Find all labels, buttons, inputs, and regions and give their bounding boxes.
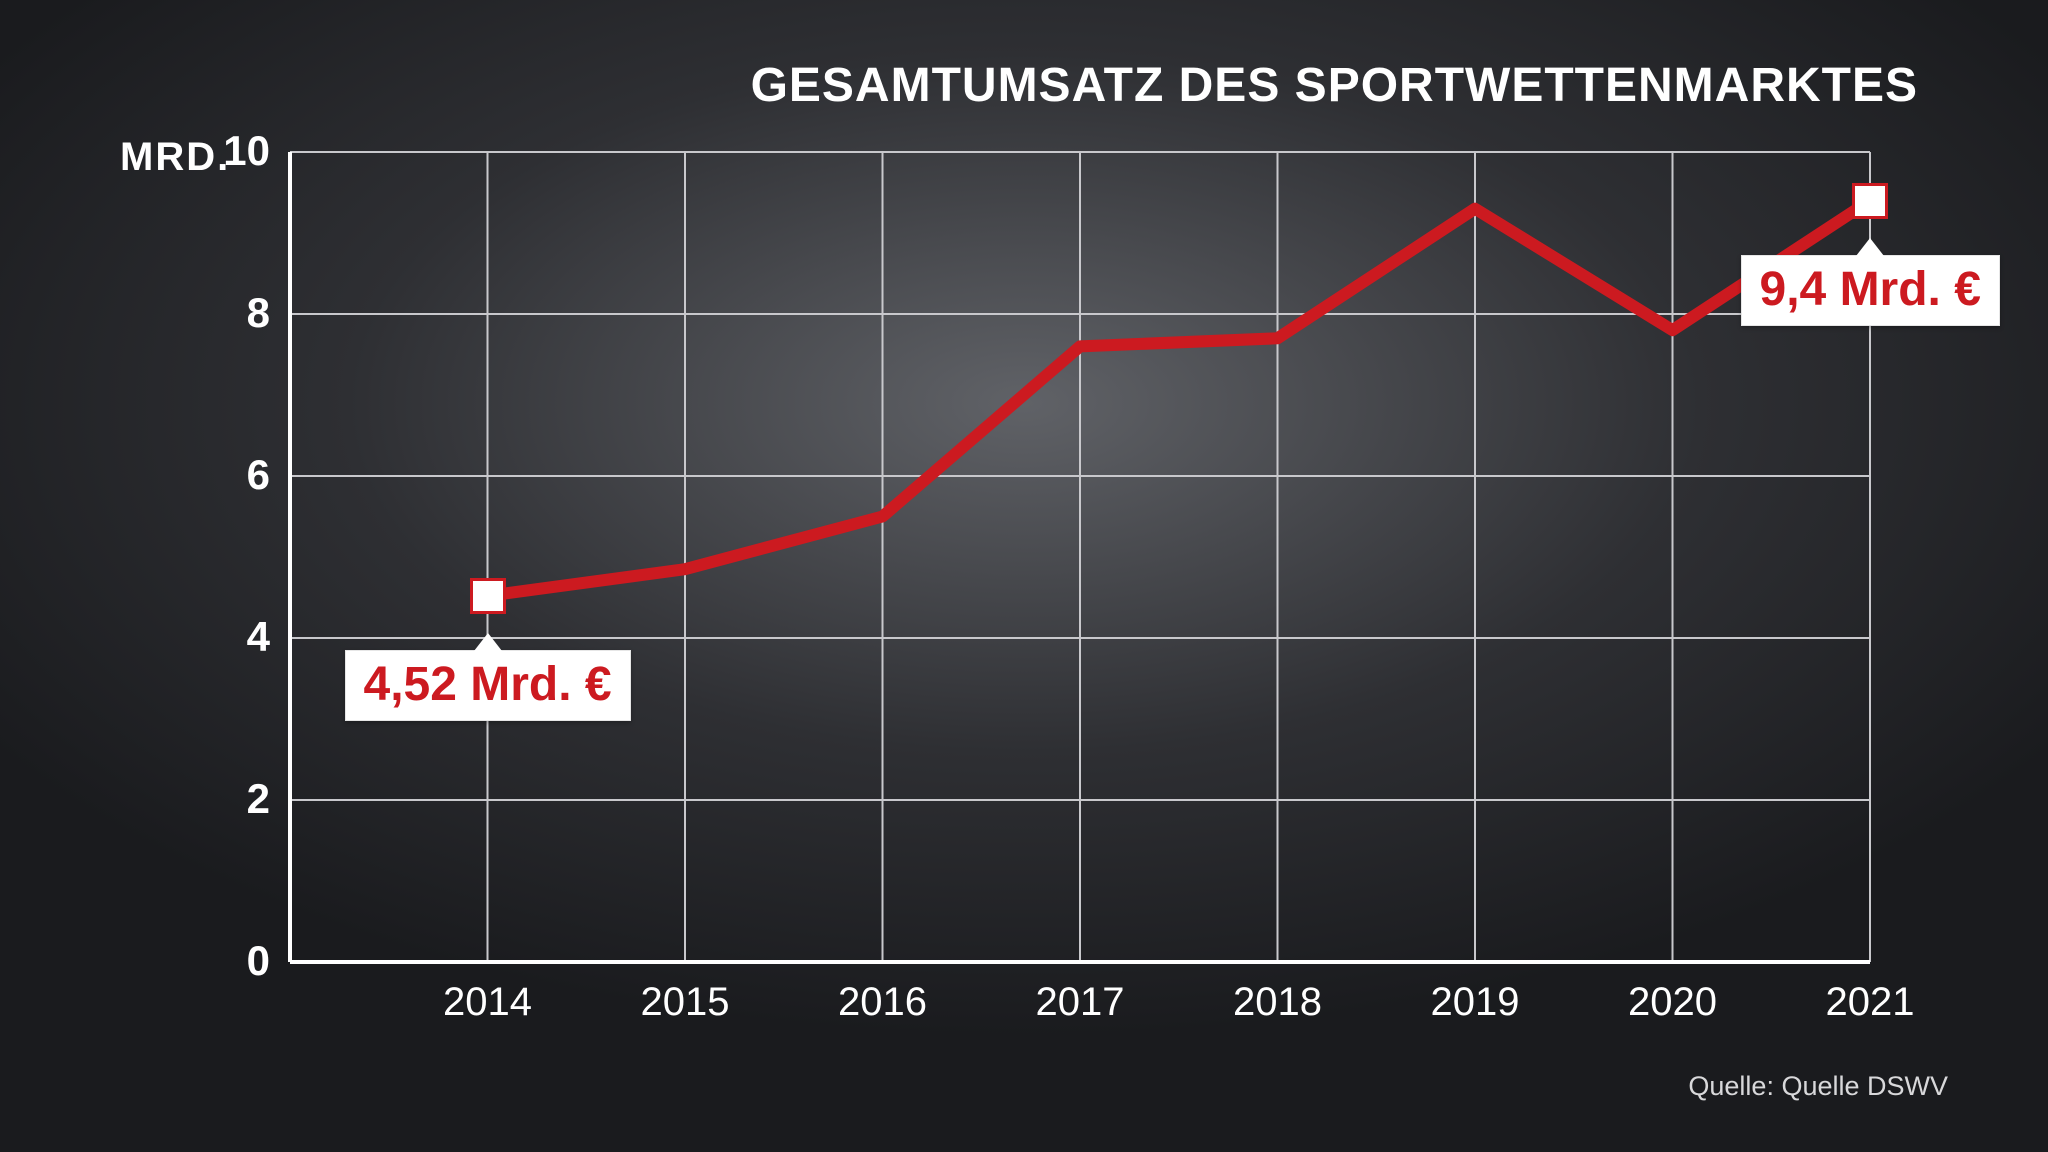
y-tick-label: 8 [210,289,270,337]
x-tick-label: 2018 [1233,980,1322,1025]
x-tick-label: 2017 [1036,980,1125,1025]
x-tick-label: 2016 [838,980,927,1025]
data-line [488,201,1871,596]
data-marker [470,578,506,614]
x-tick-label: 2019 [1431,980,1520,1025]
x-tick-label: 2020 [1628,980,1717,1025]
y-tick-label: 2 [210,775,270,823]
data-marker [1852,183,1888,219]
chart-title: GESAMTUMSATZ DES SPORTWETTENMARKTES [751,58,1918,113]
y-tick-label: 0 [210,937,270,985]
data-callout: 9,4 Mrd. € [1741,255,2000,326]
x-tick-label: 2021 [1826,980,1915,1025]
y-tick-label: 4 [210,613,270,661]
x-tick-label: 2015 [641,980,730,1025]
chart-plot [290,152,1870,962]
y-tick-label: 6 [210,451,270,499]
source-text: Quelle: Quelle DSWV [1688,1071,1948,1102]
y-tick-label: 10 [210,127,270,175]
chart-stage: GESAMTUMSATZ DES SPORTWETTENMARKTES MRD.… [0,0,2048,1152]
x-tick-label: 2014 [443,980,532,1025]
data-callout: 4,52 Mrd. € [345,650,631,721]
